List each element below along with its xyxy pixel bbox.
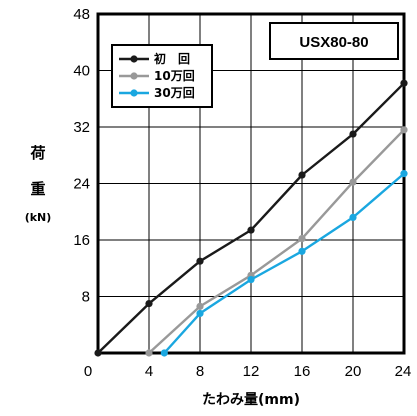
chart-title: USX80-80 [299,34,368,51]
data-point [247,226,255,234]
x-axis-label: たわみ量(mm) [202,392,300,408]
data-point [400,79,408,87]
data-point [400,126,408,134]
data-point [94,349,102,357]
y-tick-label: 48 [73,6,90,23]
legend-item: 30万回 [119,86,195,100]
data-point [196,309,204,318]
data-point [196,257,204,265]
y-tick-label: 16 [73,232,90,249]
x-tick-label: 20 [345,363,362,380]
data-point [400,170,408,178]
legend-label: 10万回 [154,69,195,83]
title-box: USX80-80 [269,22,399,60]
data-point [349,130,357,138]
x-tick-label: 4 [145,363,153,380]
series-1 [145,126,408,357]
y-tick-label: 40 [73,63,90,80]
data-point [196,302,204,310]
data-point [349,178,357,186]
legend-swatch-marker [130,89,138,97]
x-tick-label: 8 [196,363,204,380]
y-tick-label: 32 [73,119,90,136]
y-tick-label: 8 [82,289,90,306]
x-tick-label: 24 [395,363,412,380]
data-point [298,234,306,243]
x-tick-label: 16 [294,363,311,380]
series-2 [160,170,408,357]
y-axis-label-char-2: 重 [30,180,45,198]
data-point [349,213,357,221]
data-point [145,299,153,308]
y-axis-label-char-1: 荷 [30,144,45,162]
x-tick-labels: 0 4 8 12 16 20 24 [84,363,412,380]
data-point [160,349,168,357]
legend-item: 初 回 [119,51,190,66]
series-0 [94,79,408,357]
legend-label: 30万回 [154,86,195,100]
legend: 初 回 10万回 30万回 [111,44,213,108]
y-tick-label: 24 [73,176,90,193]
legend-swatch-marker [130,72,138,80]
x-tick-label: 0 [84,363,92,380]
data-point [298,247,306,255]
legend-swatch-marker [130,55,138,63]
y-tick-labels: 8 16 24 32 40 48 [73,6,90,306]
data-point [298,171,306,179]
plot-frame [96,12,406,355]
data-point [145,349,153,357]
series-line [163,172,405,354]
y-axis-unit: (kN) [25,211,52,224]
x-tick-label: 12 [243,363,260,380]
legend-item: 10万回 [119,69,195,83]
data-point [247,275,255,284]
legend-label: 初 回 [154,51,190,66]
series-layer [94,79,408,357]
series-line [148,128,405,354]
